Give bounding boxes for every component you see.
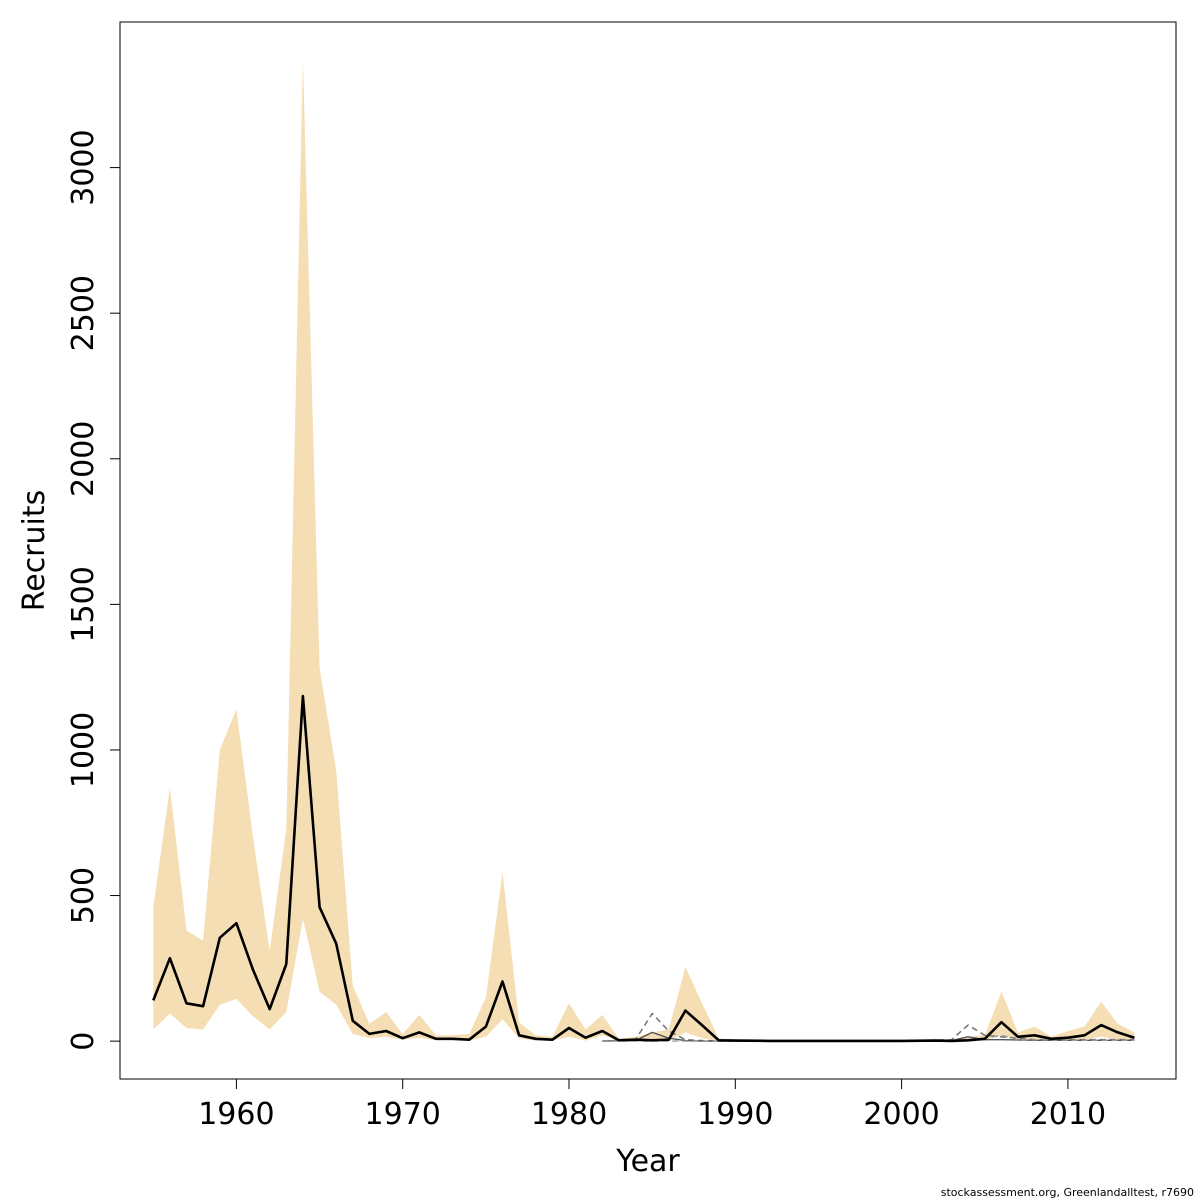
x-tick-label: 2000 xyxy=(863,1097,939,1132)
y-tick-label: 3000 xyxy=(66,129,101,205)
x-tick-label: 1980 xyxy=(531,1097,607,1132)
y-tick-label: 0 xyxy=(66,1032,101,1051)
series-line-1 xyxy=(152,694,1135,1043)
confidence-band xyxy=(153,59,1135,1041)
plot-frame xyxy=(119,21,1177,1080)
series-lines-layer xyxy=(152,694,1135,1043)
y-axis-title: Recruits xyxy=(17,490,52,612)
x-tick-label: 2010 xyxy=(1030,1097,1106,1132)
y-tick-label: 500 xyxy=(66,867,101,924)
y-tick-label: 2000 xyxy=(66,421,101,497)
x-tick-label: 1970 xyxy=(365,1097,441,1132)
y-tick-label: 1000 xyxy=(66,712,101,788)
confidence-band-layer xyxy=(153,59,1135,1041)
x-axis-title: Year xyxy=(615,1144,680,1179)
x-axis: 1960 1970 1980 1990 2000 2010 xyxy=(198,1079,1106,1132)
y-tick-label: 1500 xyxy=(66,566,101,642)
y-tick-label: 2500 xyxy=(66,275,101,351)
y-axis: 0 500 1000 1500 2000 2500 3000 xyxy=(66,129,120,1051)
x-tick-label: 1990 xyxy=(697,1097,773,1132)
footer-credit: stockassessment.org, Greenlandalltest, r… xyxy=(941,1186,1194,1199)
x-tick-label: 1960 xyxy=(198,1097,274,1132)
